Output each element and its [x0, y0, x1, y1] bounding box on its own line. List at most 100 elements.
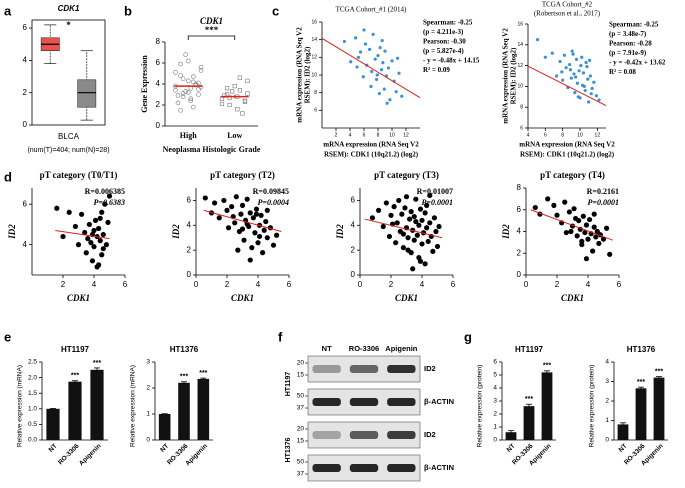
y-axis-label: Gene Expression: [140, 55, 149, 113]
x-tick-label: NT: [159, 443, 170, 454]
y-tick-label: 1.0: [28, 406, 37, 413]
data-point: [349, 60, 353, 64]
data-point: [424, 225, 430, 231]
data-point: [574, 57, 579, 61]
data-point: [185, 58, 191, 64]
data-point: [97, 215, 103, 221]
data-point: [103, 242, 109, 248]
data-point: [403, 194, 410, 200]
x-axis-label: mRNA expression (RNA Seq V2: [323, 141, 419, 149]
stat-text: Spearman: -0.25: [423, 19, 473, 27]
y-tick-label: 8: [517, 183, 522, 192]
x-axis-label: CDK1: [67, 293, 90, 303]
x-tick-label: 4: [527, 132, 530, 138]
data-point: [100, 246, 106, 252]
data-point: [196, 86, 201, 92]
data-point: [102, 201, 108, 207]
data-point: [424, 202, 430, 208]
y-tick-label: 4: [23, 240, 28, 249]
data-point: [245, 78, 250, 83]
data-point: [579, 238, 585, 244]
panel-label: f: [278, 329, 283, 344]
trend-line: [364, 218, 443, 239]
data-point: [386, 233, 393, 240]
marker-label: 50: [297, 393, 305, 400]
y-tick-label: 0.0: [28, 437, 37, 444]
data-point: [383, 49, 387, 53]
data-point: [588, 74, 593, 78]
stat-r: R=0.01007: [417, 187, 453, 196]
y-tick-label: 16: [311, 19, 317, 25]
data-point: [575, 81, 580, 85]
data-point: [430, 248, 436, 254]
y-tick-label: 2: [605, 398, 609, 405]
y-tick-label: 2: [146, 385, 150, 392]
data-point: [385, 101, 389, 105]
data-point: [417, 206, 424, 212]
data-point: [381, 61, 385, 65]
data-point: [569, 76, 573, 80]
data-point: [590, 86, 594, 91]
data-point: [394, 90, 398, 94]
stat-r: R=0.2161: [587, 187, 619, 196]
data-point: [362, 28, 366, 32]
data-point: [587, 100, 591, 104]
data-point: [379, 68, 384, 72]
data-point: [255, 240, 261, 246]
data-point: [253, 206, 260, 212]
data-point: [258, 212, 264, 218]
data-point: [574, 75, 578, 79]
y-axis-label: ID2: [7, 224, 17, 240]
data-point: [422, 261, 428, 267]
bar: [653, 377, 665, 440]
data-point: [563, 229, 569, 236]
data-point: [407, 216, 413, 222]
x-tick-label: 4: [92, 280, 97, 289]
data-point: [560, 70, 564, 74]
marker-label: 15: [297, 372, 305, 379]
data-point: [221, 197, 227, 204]
marker-label: 37: [297, 471, 305, 478]
data-point: [580, 213, 586, 219]
data-point: [232, 84, 237, 89]
data-point: [416, 222, 422, 228]
data-point: [532, 204, 538, 211]
y-tick-label: 4: [23, 55, 28, 64]
y-tick-label: 10: [517, 84, 523, 90]
significance: ***: [93, 360, 101, 367]
significance-bracket: [187, 35, 236, 40]
x-tick-label: 2: [389, 280, 394, 289]
x-tick-label: 2: [225, 280, 230, 289]
y-tick-label: 0: [517, 270, 522, 279]
data-point: [75, 242, 82, 248]
trend-line: [55, 229, 110, 240]
data-point: [183, 52, 188, 57]
x-axis-label: CDK1: [561, 293, 584, 303]
data-point: [607, 251, 613, 257]
stat-r: R=0.09845: [253, 187, 289, 196]
data-point: [238, 211, 244, 217]
trend-line: [321, 37, 421, 99]
y-tick-label: 0: [493, 437, 497, 444]
data-point: [408, 209, 414, 215]
data-point: [235, 107, 240, 112]
x-tick-label: 6: [544, 132, 547, 138]
data-point: [173, 70, 178, 75]
data-point: [216, 215, 222, 221]
data-point: [422, 210, 428, 216]
protein-label: β-ACTIN: [424, 463, 454, 472]
y-tick-label: 16: [517, 21, 523, 27]
significance: ***: [637, 379, 645, 386]
y-tick-label: 6: [517, 205, 522, 214]
chart-title: pT category (T2): [210, 170, 275, 180]
data-point: [249, 245, 255, 251]
panel-label: b: [124, 3, 132, 18]
bar: [68, 381, 82, 440]
bar: [178, 382, 190, 440]
data-point: [375, 77, 379, 82]
data-point: [571, 52, 575, 56]
x-axis-label: Neoplasma Histologic Grade: [163, 145, 261, 154]
data-point: [88, 240, 94, 246]
data-point: [240, 111, 245, 116]
data-point: [583, 222, 590, 228]
